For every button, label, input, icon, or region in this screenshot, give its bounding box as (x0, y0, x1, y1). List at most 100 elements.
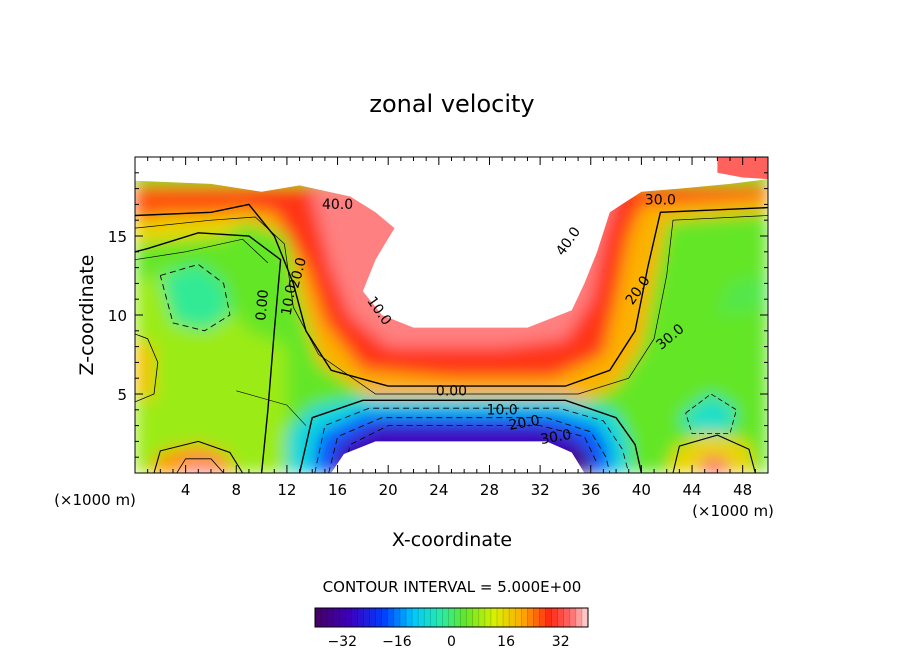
colorbar-swatch (472, 608, 480, 627)
contour-line (343, 425, 598, 473)
colorbar-swatch (521, 608, 528, 627)
colorbar-swatch (569, 608, 577, 627)
contour-line (176, 458, 224, 473)
colorbar-swatch (490, 608, 498, 627)
contour-interval-text: CONTOUR INTERVAL = 5.000E+00 (323, 578, 582, 596)
x-tick-label: 12 (277, 481, 296, 499)
contour-line (672, 434, 756, 473)
no-data-regions (135, 157, 768, 473)
colorbar-swatches (314, 608, 589, 627)
x-tick-label: 8 (232, 481, 242, 499)
colorbar-swatch (478, 608, 486, 627)
contour-label: 0.00 (436, 384, 467, 400)
x-tick-label: 36 (581, 481, 600, 499)
colorbar-swatch (375, 608, 383, 627)
contour-line (159, 263, 231, 332)
colorbar-tick-label: 16 (497, 634, 515, 650)
contour-label: 30.0 (539, 427, 572, 448)
colorbar-swatch (533, 608, 540, 627)
no-data-region (331, 441, 585, 473)
contour-line (135, 238, 269, 264)
x-tick-label: 44 (682, 481, 701, 499)
colorbar-swatch (503, 608, 510, 627)
colorbar-swatch (527, 608, 534, 627)
y-tick-label: 10 (108, 307, 127, 325)
colorbar-swatch (460, 608, 468, 627)
colorbar-swatch (424, 608, 431, 627)
contour-label: 40.0 (322, 197, 353, 213)
colorbar-swatch (466, 608, 474, 627)
field-band (135, 191, 249, 221)
y-tick-label: 15 (108, 228, 127, 246)
contour-line (685, 393, 737, 434)
colorbar-swatch (557, 608, 565, 627)
colorbar-swatch (369, 608, 377, 627)
colorbar-swatch (430, 608, 437, 627)
x-tick-label: 24 (429, 481, 448, 499)
colorbar-tick-label: 32 (552, 634, 570, 650)
colorbar-swatch (563, 608, 571, 627)
contour-lines (135, 203, 768, 473)
colorbar-swatch (381, 608, 389, 627)
colorbar-swatch (387, 608, 395, 627)
colorbar-swatch (484, 608, 492, 627)
colorbar-swatch (321, 608, 328, 627)
chart-title: zonal velocity (369, 90, 534, 118)
contour-line (328, 417, 611, 473)
x-tick-label: 20 (379, 481, 398, 499)
colorbar-swatch (497, 608, 504, 627)
field-band (717, 275, 768, 315)
colorbar-tick-label: −16 (382, 634, 412, 650)
colorbar-swatch (315, 608, 322, 627)
colorbar-swatch (454, 608, 461, 627)
field-band (160, 264, 230, 331)
y-axis-label: Z-coordinate (76, 255, 98, 376)
plot-area: 40.0 30.040.020.010.00.00 10.020.030.00.00… (108, 156, 769, 499)
contour-label: 30.0 (645, 192, 676, 208)
colorbar-ticks: −32 −16 0 16 32 (328, 634, 570, 650)
contour-label: 10.0 (487, 403, 518, 419)
colorbar-swatch (448, 608, 455, 627)
x-unit-label-left: (×1000 m) (54, 491, 136, 509)
colorbar-swatch (339, 608, 346, 627)
field-band (679, 394, 737, 434)
colorbar-swatch (581, 608, 589, 627)
contour-label: 20.0 (286, 256, 310, 290)
colorbar-swatch (399, 608, 407, 627)
contour-line (135, 333, 159, 403)
contour-label: 20.0 (507, 413, 540, 434)
y-tick-label: 5 (117, 386, 127, 404)
colorbar-swatch (357, 608, 364, 627)
no-data-region (135, 157, 768, 328)
x-tick-label: 32 (531, 481, 550, 499)
colorbar: −32 −16 0 16 32 (314, 607, 589, 650)
x-tick-label: 4 (181, 481, 191, 499)
colorbar-swatch (575, 608, 583, 627)
colorbar-swatch (539, 608, 546, 627)
colorbar-swatch (418, 608, 425, 627)
x-tick-label: 48 (733, 481, 752, 499)
contour-label: 0.00 (253, 289, 272, 321)
x-tick-label: 40 (632, 481, 651, 499)
field-band (698, 457, 730, 473)
contour-line (153, 440, 244, 473)
colorbar-swatch (351, 608, 358, 627)
contour-line (236, 390, 307, 426)
colorbar-swatch (551, 608, 559, 627)
contour-line (314, 407, 630, 473)
colorbar-swatch (515, 608, 522, 627)
contour-label: 10.0 (279, 283, 300, 316)
colorbar-frame (314, 607, 589, 628)
field-patch (717, 157, 768, 180)
colorbar-tick-label: 0 (447, 634, 456, 650)
colorbar-swatch (333, 608, 340, 627)
x-tick-label: 16 (328, 481, 347, 499)
colorbar-swatch (509, 608, 516, 627)
contour-line (135, 203, 768, 387)
x-axis-label: X-coordinate (392, 529, 512, 551)
colorbar-swatch (436, 608, 443, 627)
colorbar-tick-label: −32 (328, 634, 358, 650)
contour-line (135, 232, 282, 473)
